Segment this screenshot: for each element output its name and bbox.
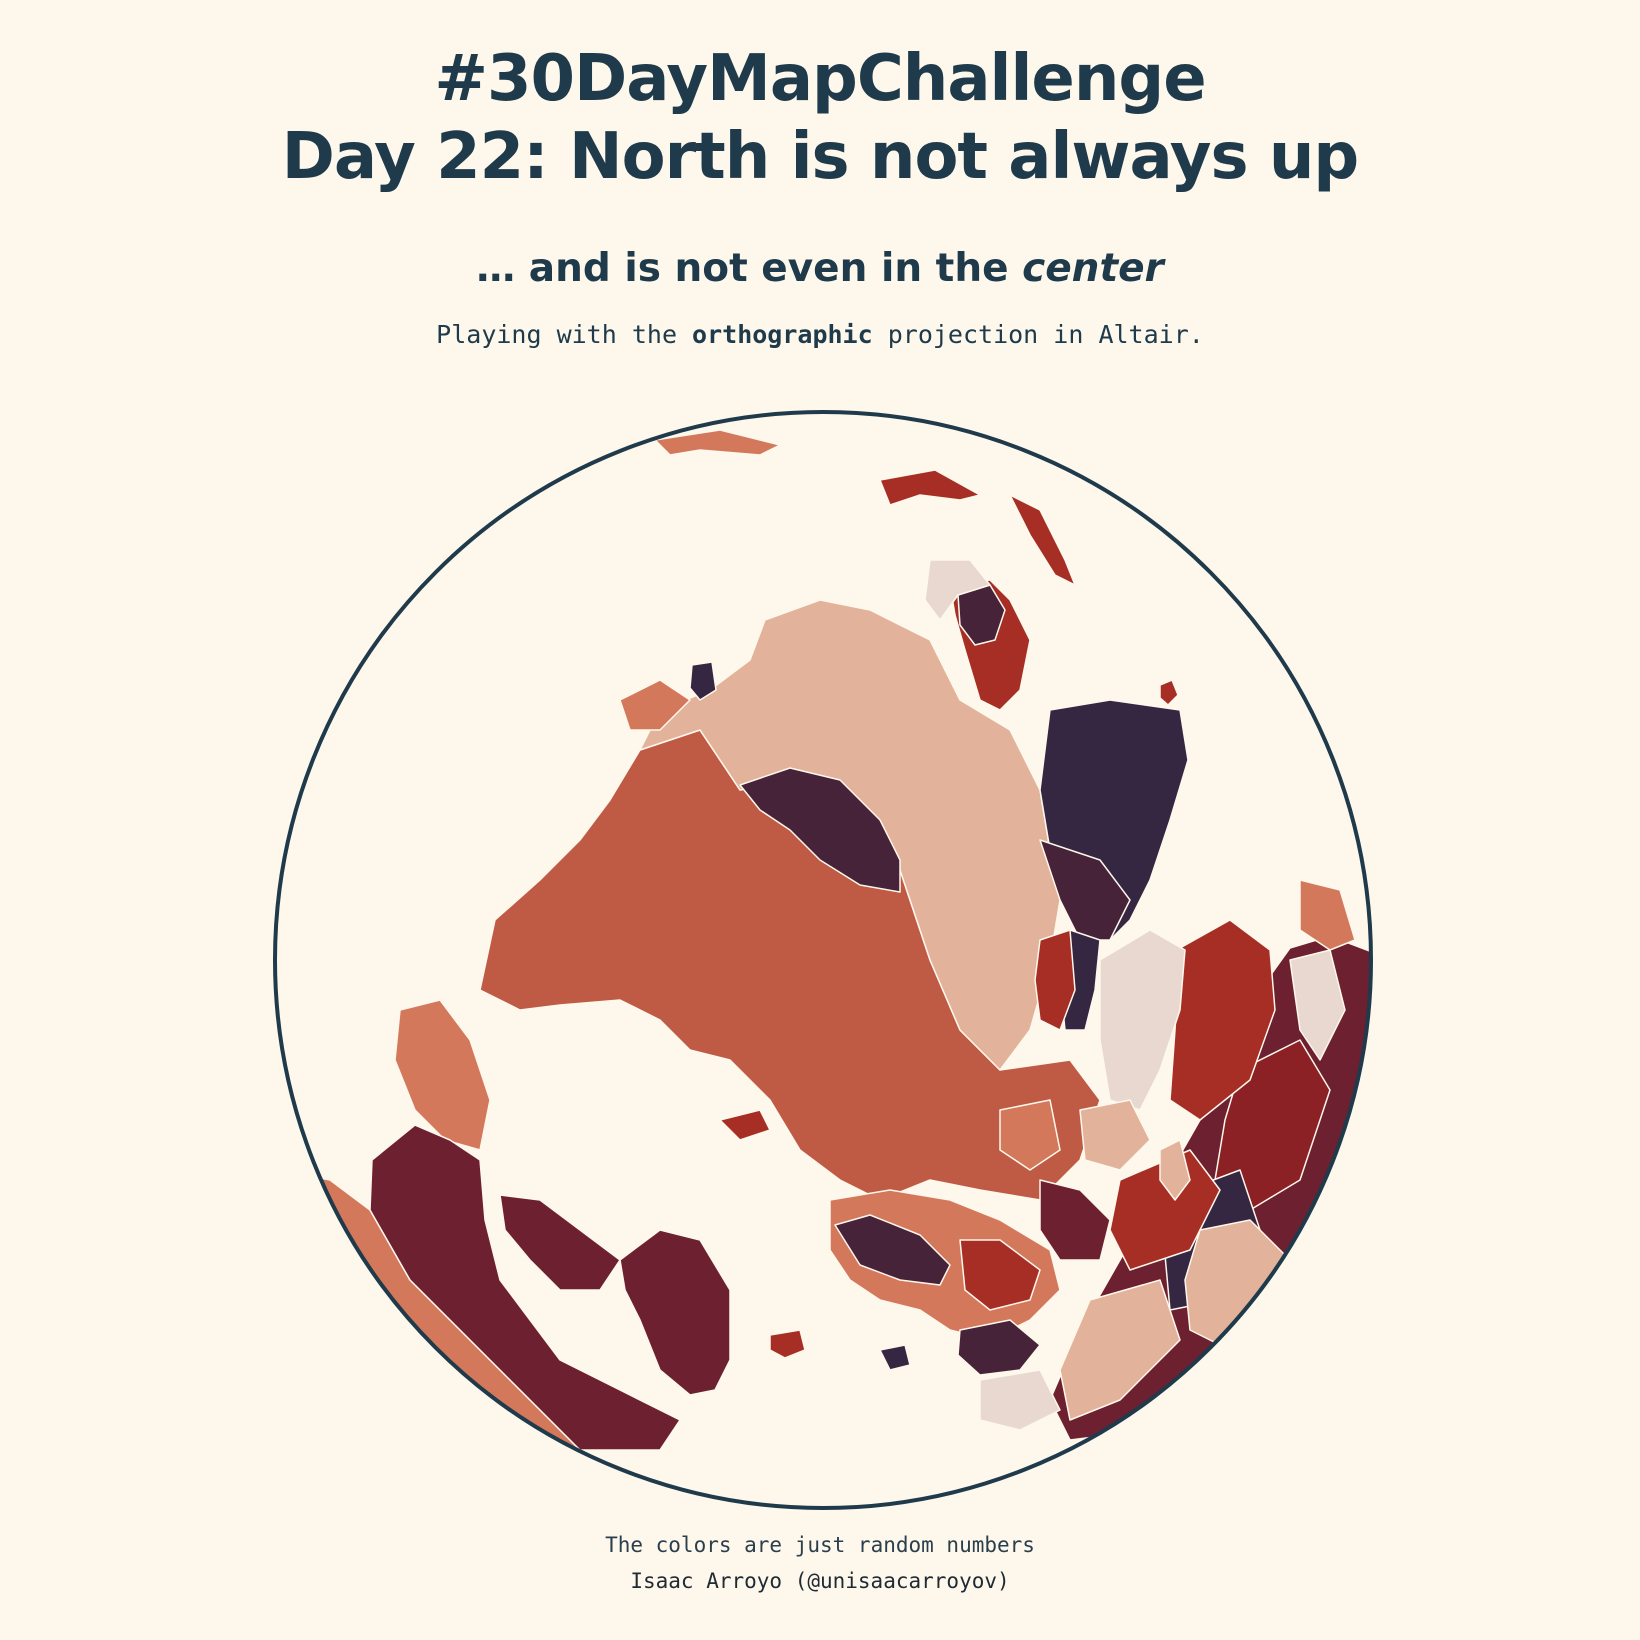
orthographic-globe bbox=[273, 410, 1373, 1510]
lead-prefix: Playing with the bbox=[436, 320, 693, 349]
title-line-1: #30DayMapChallenge bbox=[434, 42, 1206, 116]
region-east-asia bbox=[639, 599, 1061, 1071]
region-greenland bbox=[619, 1229, 731, 1396]
region-north-pacific-coast bbox=[879, 469, 981, 506]
region-central-europe bbox=[959, 1239, 1041, 1311]
region-island-1 bbox=[1159, 679, 1179, 706]
region-island-5 bbox=[879, 1344, 911, 1371]
region-middle-east bbox=[1169, 919, 1276, 1121]
color-note: The colors are just random numbers bbox=[605, 1533, 1035, 1557]
map-subtitle: … and is not even in the center bbox=[0, 244, 1640, 294]
region-island-3 bbox=[619, 679, 691, 731]
region-indonesia bbox=[1299, 879, 1356, 951]
region-africa-horn bbox=[1289, 949, 1346, 1061]
region-east-asia-coast bbox=[924, 559, 991, 621]
map-description: Playing with the orthographic projection… bbox=[0, 318, 1640, 352]
region-turkey bbox=[1079, 1099, 1151, 1171]
region-alaska bbox=[394, 999, 491, 1151]
subtitle-emphasis: center bbox=[1022, 246, 1164, 291]
region-north-africa bbox=[979, 1369, 1061, 1431]
region-africa-west bbox=[1059, 1279, 1181, 1421]
region-island-2 bbox=[689, 661, 717, 701]
region-iberia bbox=[957, 1319, 1041, 1376]
globe-outline bbox=[273, 410, 1373, 1510]
map-title: #30DayMapChallenge Day 22: North is not … bbox=[0, 40, 1640, 196]
region-central-asia bbox=[739, 767, 901, 893]
region-arabia bbox=[1109, 1149, 1221, 1271]
region-kamchatka bbox=[1009, 494, 1076, 586]
region-scandinavia bbox=[834, 1214, 951, 1286]
region-indochina bbox=[1034, 929, 1076, 1031]
region-north-america bbox=[369, 1124, 681, 1451]
region-south-asia-mid bbox=[1039, 839, 1131, 941]
author-credit: Isaac Arroyo (@unisaacarroyov) bbox=[630, 1569, 1010, 1593]
lead-projection-name: orthographic bbox=[692, 320, 873, 349]
subtitle-prefix: … and is not even in the bbox=[476, 246, 1023, 291]
region-island-4 bbox=[719, 1109, 771, 1141]
region-canada-islands bbox=[499, 1194, 621, 1291]
lead-suffix: projection in Altair. bbox=[872, 320, 1204, 349]
region-balkans bbox=[1039, 1179, 1111, 1261]
region-iceland bbox=[769, 1329, 806, 1359]
region-caucasus bbox=[999, 1099, 1061, 1171]
region-madagascar bbox=[1159, 1139, 1191, 1201]
title-line-2: Day 22: North is not always up bbox=[281, 120, 1359, 194]
region-southeast-asia bbox=[1099, 929, 1186, 1111]
region-arctic-top bbox=[654, 429, 781, 456]
